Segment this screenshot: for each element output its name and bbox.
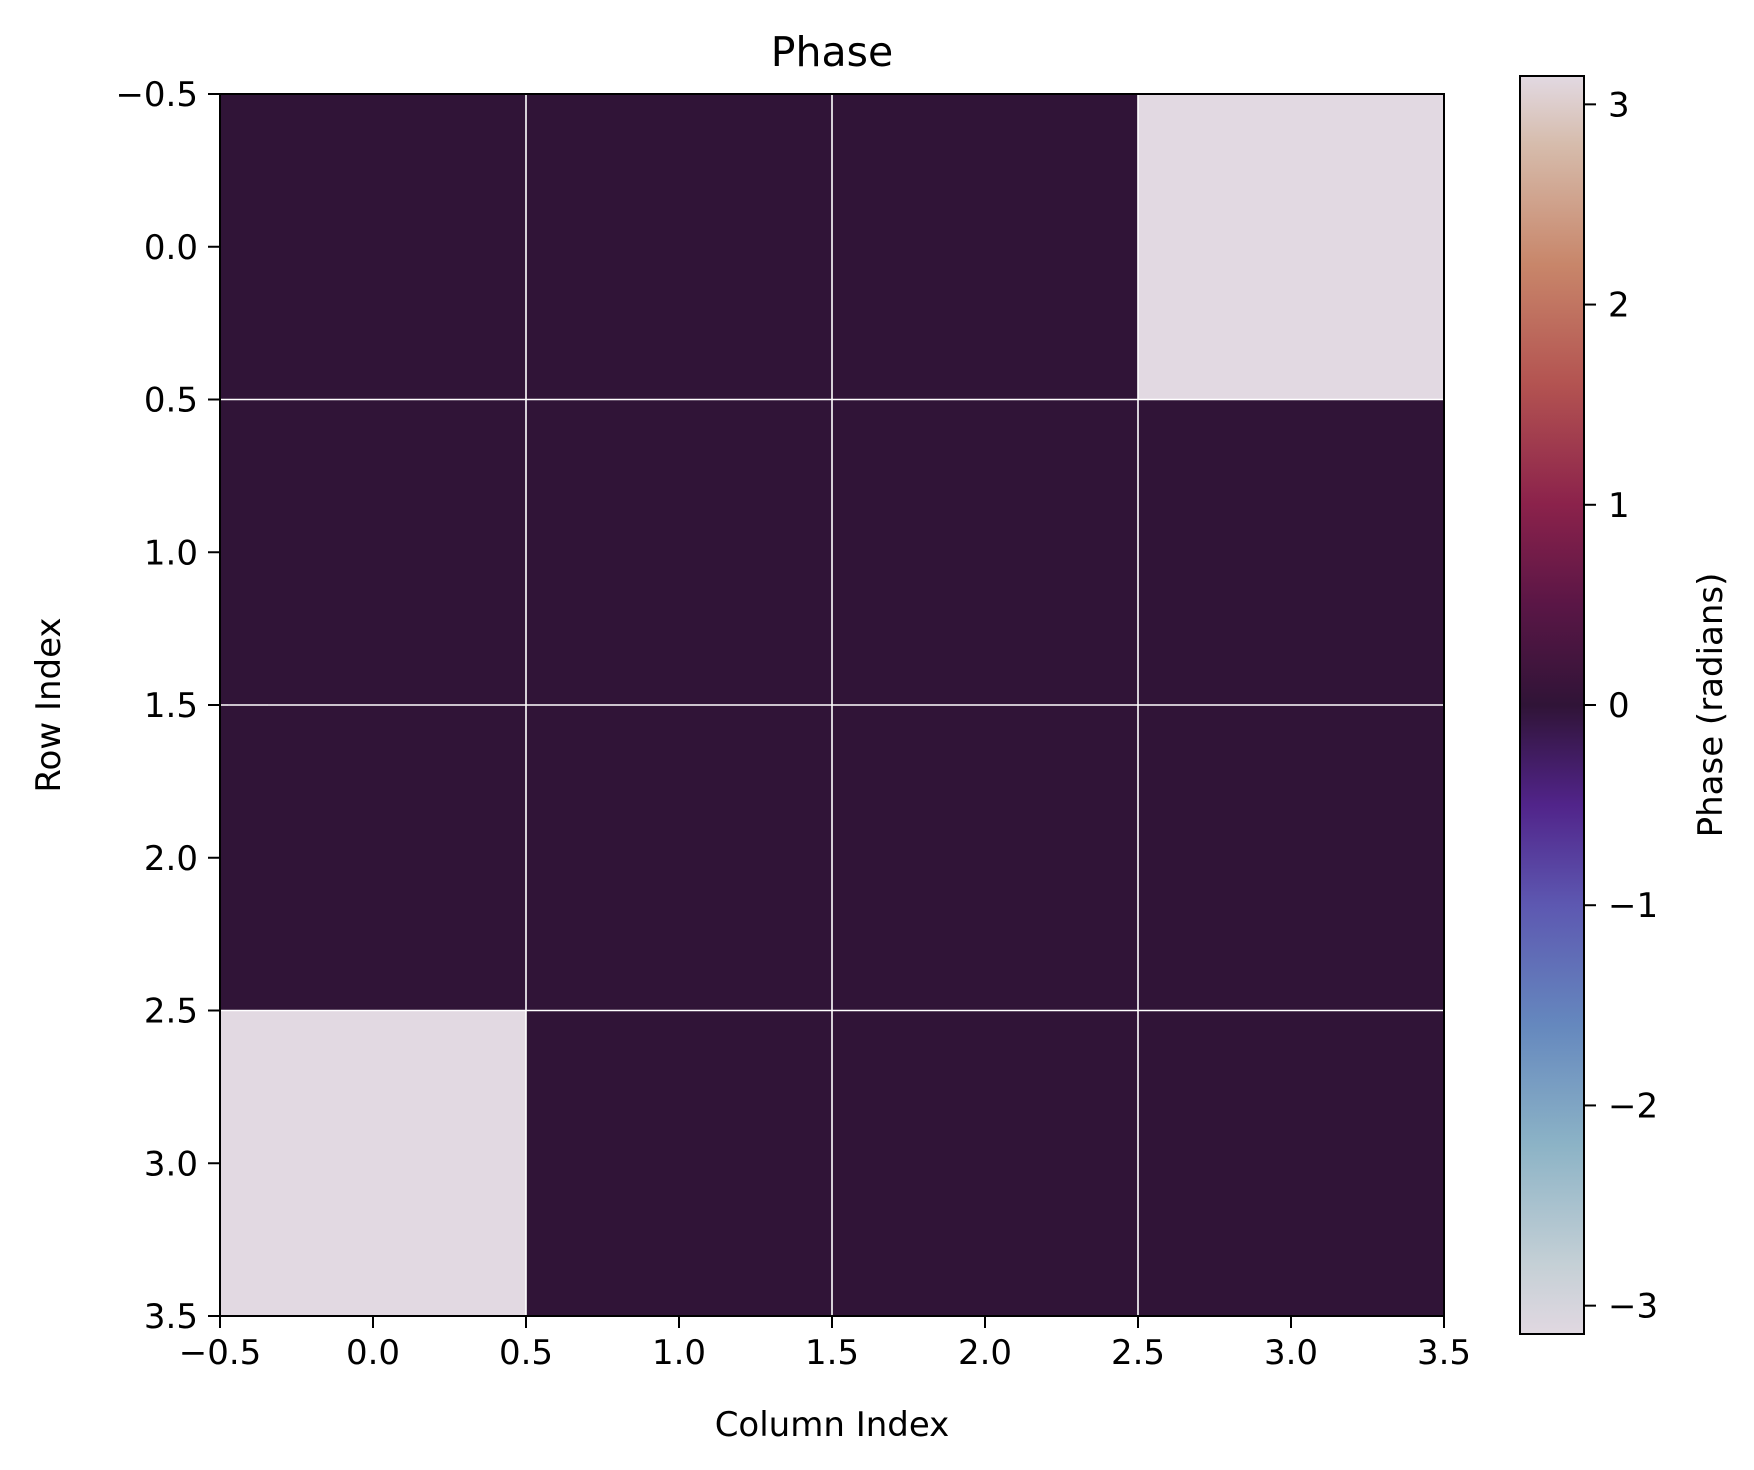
x-tick-label: −0.5 xyxy=(179,1333,262,1373)
x-axis: −0.5 0.0 0.5 1.0 1.5 2.0 2.5 3.0 3.5 xyxy=(179,1316,1471,1373)
y-axis-title: Row Index xyxy=(29,617,69,792)
heatmap-cell xyxy=(220,705,526,1011)
x-tick-label: 1.5 xyxy=(805,1333,859,1373)
colorbar-tick-label: −3 xyxy=(1608,1287,1658,1327)
heatmap-cell xyxy=(832,1010,1138,1316)
heatmap-grid xyxy=(220,94,1444,1316)
colorbar-axis: −3 −2 −1 0 1 2 3 xyxy=(1584,85,1658,1327)
x-tick-label: 3.5 xyxy=(1417,1333,1471,1373)
x-tick-label: 3.0 xyxy=(1264,1333,1318,1373)
colorbar xyxy=(1519,75,1585,1335)
y-tick-label: 2.0 xyxy=(144,839,198,879)
colorbar-tick-label: −1 xyxy=(1608,886,1658,926)
heatmap-cell xyxy=(526,94,832,400)
y-tick-label: 0.0 xyxy=(144,228,198,268)
y-tick-label: 0.5 xyxy=(144,381,198,421)
heatmap-cell xyxy=(1138,94,1444,400)
heatmap-cell xyxy=(526,705,832,1011)
x-axis-title: Column Index xyxy=(715,1405,950,1445)
colorbar-tick-label: 2 xyxy=(1608,286,1630,326)
x-tick-label: 0.0 xyxy=(346,1333,400,1373)
y-tick-label: 1.5 xyxy=(144,686,198,726)
y-axis: −0.5 0.0 0.5 1.0 1.5 2.0 2.5 3.0 3.5 xyxy=(115,75,220,1337)
x-tick-label: 1.0 xyxy=(652,1333,706,1373)
heatmap-cell xyxy=(1138,705,1444,1011)
heatmap-cell xyxy=(220,94,526,400)
heatmap-cell xyxy=(526,1010,832,1316)
heatmap-cell xyxy=(832,399,1138,705)
y-tick-label: 2.5 xyxy=(144,992,198,1032)
heatmap-cell xyxy=(1138,1010,1444,1316)
heatmap-cell xyxy=(220,1010,526,1316)
x-tick-label: 0.5 xyxy=(499,1333,553,1373)
heatmap-cell xyxy=(832,705,1138,1011)
x-tick-label: 2.5 xyxy=(1111,1333,1165,1373)
y-tick-label: 1.0 xyxy=(144,533,198,573)
y-tick-label: −0.5 xyxy=(115,75,198,115)
colorbar-tick-label: −2 xyxy=(1608,1086,1658,1126)
colorbar-tick-label: 3 xyxy=(1608,85,1630,125)
heatmap-cells xyxy=(220,94,1444,1316)
y-tick-label: 3.0 xyxy=(144,1144,198,1184)
y-tick-label: 3.5 xyxy=(144,1297,198,1337)
heatmap-cell xyxy=(832,94,1138,400)
colorbar-title: Phase (radians) xyxy=(1691,573,1731,838)
colorbar-tick-label: 1 xyxy=(1608,486,1630,526)
chart-title: Phase xyxy=(771,28,893,76)
colorbar-tick-label: 0 xyxy=(1608,686,1630,726)
heatmap-cell xyxy=(220,399,526,705)
heatmap-cell xyxy=(1138,399,1444,705)
x-tick-label: 2.0 xyxy=(958,1333,1012,1373)
heatmap-cell xyxy=(526,399,832,705)
